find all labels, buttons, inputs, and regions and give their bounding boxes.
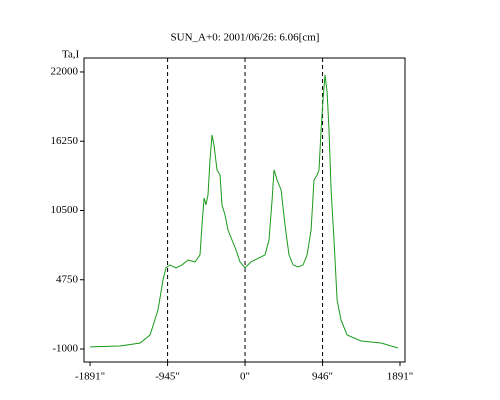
x-tick-label: 946": [312, 371, 333, 383]
x-tick-label: 1891": [387, 371, 414, 383]
chart-title: SUN_A+0: 2001/06/26: 6.06[cm]: [171, 32, 320, 44]
y-tick-label: 16250: [51, 135, 79, 147]
y-tick-label: -1000: [52, 343, 78, 355]
y-tick-label: 10500: [51, 204, 79, 216]
x-tick-label: -945": [155, 371, 180, 383]
data-line: [90, 74, 399, 349]
x-tick-label: -1891": [75, 371, 105, 383]
y-tick-label: 22000: [51, 66, 79, 78]
x-tick-label: 0": [240, 371, 250, 383]
y-axis-label: Ta,I: [62, 49, 80, 61]
y-tick-label: 4750: [56, 273, 79, 285]
